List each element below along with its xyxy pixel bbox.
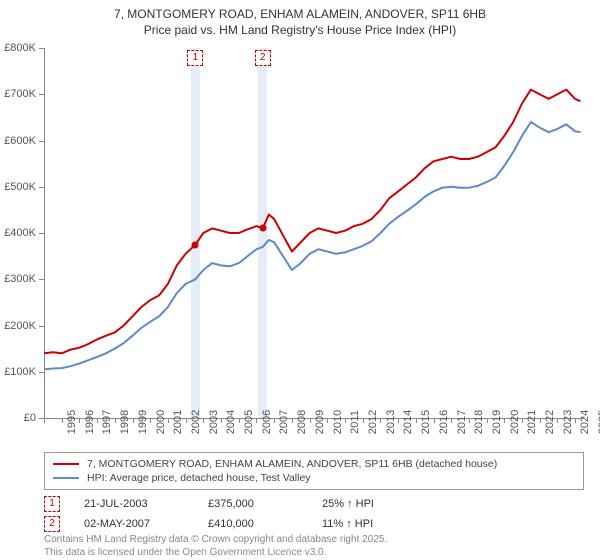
legend-label: 7, MONTGOMERY ROAD, ENHAM ALAMEIN, ANDOV… <box>87 458 497 470</box>
sale-events-table: 1 21-JUL-2003 £375,000 25% ↑ HPI 2 02-MA… <box>44 494 584 534</box>
legend: 7, MONTGOMERY ROAD, ENHAM ALAMEIN, ANDOV… <box>44 452 584 490</box>
y-tick-label: £800K <box>0 42 40 54</box>
y-tick-label: £100K <box>0 366 40 378</box>
series-line-hpi <box>44 122 581 369</box>
legend-label: HPI: Average price, detached house, Test… <box>87 472 311 484</box>
y-tick-label: £300K <box>0 273 40 285</box>
title-line2: Price paid vs. HM Land Registry's House … <box>0 22 600 38</box>
y-tick-label: £700K <box>0 88 40 100</box>
y-tick-label: £600K <box>0 135 40 147</box>
title-line1: 7, MONTGOMERY ROAD, ENHAM ALAMEIN, ANDOV… <box>0 6 600 22</box>
event-marker: 1 <box>187 50 203 66</box>
footer-line2: This data is licensed under the Open Gov… <box>44 547 387 560</box>
chart-plot-area: 12 £0£100K£200K£300K£400K£500K£600K£700K… <box>44 48 584 418</box>
event-price: £375,000 <box>208 498 298 510</box>
event-marker: 2 <box>255 50 271 66</box>
legend-swatch <box>53 463 79 465</box>
legend-item: 7, MONTGOMERY ROAD, ENHAM ALAMEIN, ANDOV… <box>53 457 575 471</box>
series-line-price_paid <box>44 90 581 354</box>
event-price: £410,000 <box>208 518 298 530</box>
x-tick-label: 2025 <box>575 410 600 434</box>
event-date: 21-JUL-2003 <box>84 498 184 510</box>
sale-point-icon <box>259 225 266 232</box>
event-marker-icon: 1 <box>44 496 60 512</box>
series-lines <box>44 48 584 418</box>
y-tick-label: £400K <box>0 227 40 239</box>
event-delta: 25% ↑ HPI <box>322 498 412 510</box>
y-tick-label: £500K <box>0 181 40 193</box>
legend-swatch <box>53 477 79 479</box>
footer-line1: Contains HM Land Registry data © Crown c… <box>44 534 387 547</box>
chart-title: 7, MONTGOMERY ROAD, ENHAM ALAMEIN, ANDOV… <box>0 0 600 38</box>
legend-item: HPI: Average price, detached house, Test… <box>53 471 575 485</box>
event-delta: 11% ↑ HPI <box>322 518 412 530</box>
y-tick-label: £200K <box>0 320 40 332</box>
event-marker-icon: 2 <box>44 516 60 532</box>
event-date: 02-MAY-2007 <box>84 518 184 530</box>
table-row: 2 02-MAY-2007 £410,000 11% ↑ HPI <box>44 514 584 534</box>
attribution-footer: Contains HM Land Registry data © Crown c… <box>44 534 387 559</box>
y-tick-label: £0 <box>0 412 40 424</box>
sale-point-icon <box>192 241 199 248</box>
table-row: 1 21-JUL-2003 £375,000 25% ↑ HPI <box>44 494 584 514</box>
